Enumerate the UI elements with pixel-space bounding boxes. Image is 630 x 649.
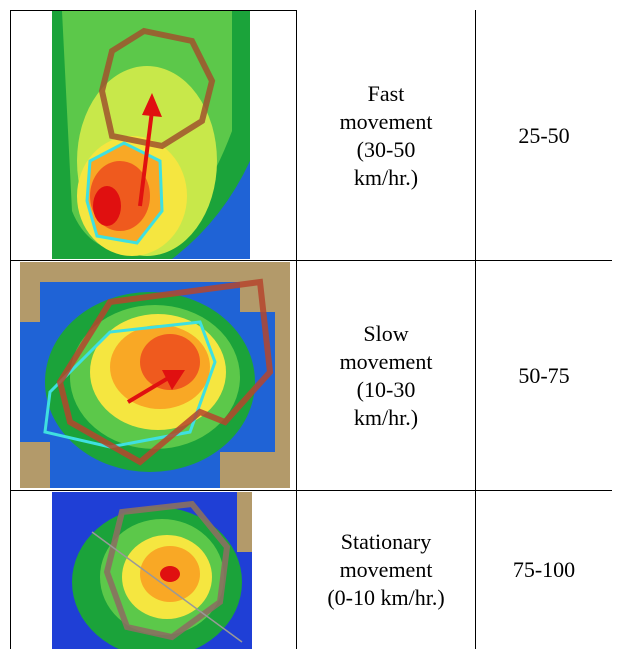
description: movement (340, 108, 433, 136)
description: (10-30 (357, 376, 416, 404)
description-cell: Fast movement (30-50 km/hr.) (297, 11, 475, 260)
radar-image (52, 492, 252, 649)
description: Stationary (341, 528, 431, 556)
description: Slow (363, 320, 408, 348)
range-cell: 25-50 (476, 11, 612, 260)
description-cell: Stationary movement (0-10 km/hr.) (297, 491, 475, 649)
description: km/hr.) (354, 404, 418, 432)
radar-image (20, 262, 290, 488)
description: (0-10 km/hr.) (327, 584, 444, 612)
description-cell: Slow movement (10-30 km/hr.) (297, 261, 475, 490)
range-cell: 75-100 (476, 491, 612, 649)
range-cell: 50-75 (476, 261, 612, 490)
range: 25-50 (518, 122, 569, 150)
page: Fast movement (30-50 km/hr.) 25-50 Slow … (0, 0, 630, 649)
description: movement (340, 556, 433, 584)
radar-image (52, 11, 250, 259)
description: (30-50 (357, 136, 416, 164)
description: km/hr.) (354, 164, 418, 192)
border (10, 10, 11, 649)
range: 75-100 (513, 556, 575, 584)
range: 50-75 (518, 362, 569, 390)
description: movement (340, 348, 433, 376)
description: Fast (368, 80, 405, 108)
